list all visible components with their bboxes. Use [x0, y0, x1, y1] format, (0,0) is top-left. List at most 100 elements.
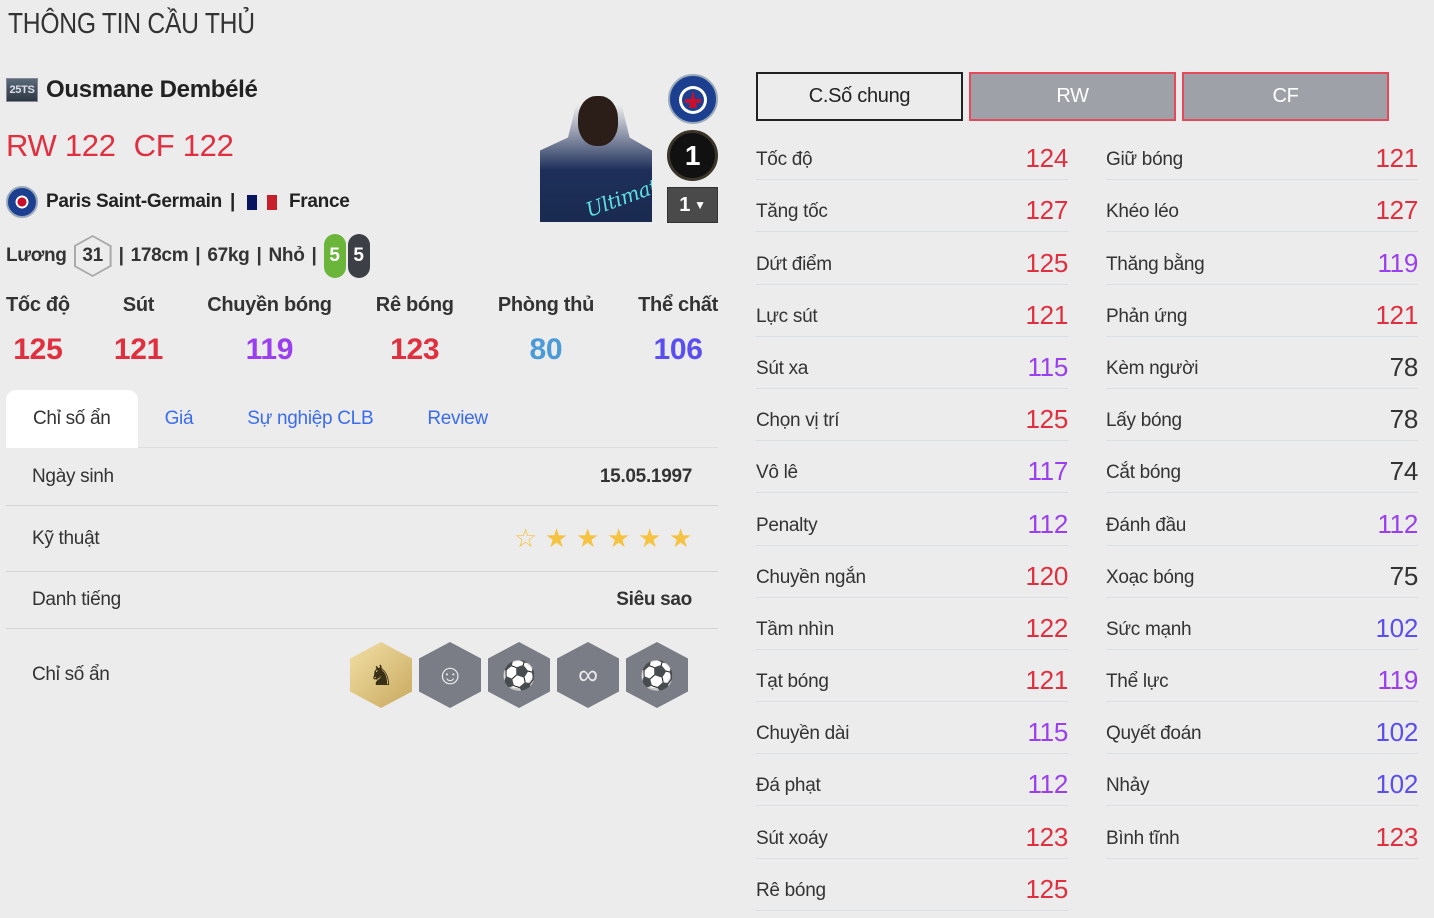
birth-label: Ngày sinh — [32, 465, 114, 487]
star-head-icon[interactable]: ☺ — [419, 642, 481, 708]
summary-label: Tốc độ — [6, 294, 70, 316]
stat-row: Chuyền dài 115 — [756, 702, 1068, 755]
height: 178cm — [130, 245, 189, 266]
stat-name: Lực sút — [756, 305, 818, 327]
body-type: Nhỏ — [268, 245, 305, 266]
stat-name: Thăng bằng — [1106, 253, 1205, 275]
stat-name: Cắt bóng — [1106, 462, 1181, 484]
summary-stat: Sút 121 — [114, 294, 163, 367]
stat-name: Kèm người — [1106, 357, 1199, 379]
level-select[interactable]: 1 ▼ — [667, 187, 718, 223]
stat-name: Quyết đoán — [1106, 723, 1202, 745]
stat-value: 120 — [1025, 560, 1069, 591]
stat-row: Quyết đoán 102 — [1106, 702, 1418, 755]
fame-label: Danh tiếng — [32, 589, 121, 610]
summary-stat: Tốc độ 125 — [6, 294, 70, 367]
tab-2[interactable]: Sự nghiệp CLB — [247, 408, 374, 429]
salary-label: Lương — [6, 245, 67, 266]
stat-name: Chuyền ngắn — [756, 566, 866, 588]
rating-val: 122 — [182, 128, 234, 163]
skill-row: Kỹ thuật ☆ ★ ★ ★ ★ ★ — [6, 506, 718, 572]
divider: | — [229, 191, 235, 212]
stat-row: Kèm người 78 — [1106, 337, 1418, 389]
stat-row: Cắt bóng 74 — [1106, 441, 1419, 494]
stat-row: Penalty 112 — [756, 493, 1068, 546]
stat-name: Dứt điểm — [756, 253, 832, 275]
club-name[interactable]: Paris Saint-Germain — [46, 191, 222, 212]
stat-value: 112 — [1377, 508, 1418, 539]
summary-value: 125 — [13, 333, 63, 366]
summary-stat: Rê bóng 123 — [376, 294, 454, 367]
stat-row: Xoạc bóng 75 — [1106, 546, 1418, 598]
card-label: Ultimate — [582, 170, 672, 222]
stat-name: Tăng tốc — [756, 201, 828, 223]
upgrade-level-badge: 1 — [667, 130, 718, 181]
stat-value: 115 — [1027, 351, 1068, 382]
nation-name[interactable]: France — [288, 191, 350, 212]
chevron-down-icon: ▼ — [694, 198, 706, 212]
stat-name: Bình tĩnh — [1106, 827, 1180, 849]
knight-horse-icon[interactable]: ♞ — [350, 642, 412, 708]
summary-value: 119 — [245, 333, 294, 366]
position-tab-0[interactable]: C.Số chung — [756, 72, 963, 121]
stat-row: Thể lực 119 — [1106, 650, 1418, 703]
player-name-row: 25TS Ousmane Dembélé — [6, 76, 258, 104]
stat-row: Sức mạnh 102 — [1106, 598, 1418, 650]
fame-value: Siêu sao — [616, 589, 692, 610]
speed-boot-icon[interactable]: ⚽ — [488, 642, 550, 708]
info-tabs: Chỉ số ẩn Giá Sự nghiệp CLB Review — [6, 390, 718, 448]
stat-value: 112 — [1027, 508, 1068, 539]
stat-name: Phản ứng — [1106, 305, 1188, 327]
summary-label: Thể chất — [638, 294, 718, 316]
stat-value: 125 — [1025, 404, 1069, 435]
stat-row: Thăng bằng 119 — [1106, 232, 1418, 285]
stat-value: 122 — [1025, 612, 1069, 643]
star-filled-icon: ★ — [637, 523, 661, 553]
stat-row: Nhảy 102 — [1106, 754, 1418, 807]
stat-name: Tầm nhìn — [756, 618, 834, 640]
position-ratings: RW 122 CF 122 — [6, 128, 234, 164]
tab-1[interactable]: Giá — [164, 408, 194, 429]
rating-val: 122 — [64, 128, 116, 163]
long-shot-icon[interactable]: ⚽ — [626, 642, 688, 708]
stat-value: 121 — [1375, 299, 1419, 330]
stat-value: 112 — [1027, 769, 1068, 800]
stat-name: Chọn vị trí — [756, 410, 840, 432]
player-card-image: Ultimate — [540, 92, 652, 222]
position-tab-2[interactable]: CF — [1182, 72, 1389, 121]
dribble-path-icon[interactable]: ∞ — [557, 642, 619, 708]
left-foot-icon: 5 — [323, 234, 346, 278]
star-filled-icon: ★ — [544, 523, 568, 553]
stat-value: 125 — [1025, 873, 1069, 904]
stat-value: 75 — [1389, 560, 1419, 591]
stat-row: Vô lê 117 — [756, 441, 1068, 494]
summary-stat: Thể chất 106 — [638, 294, 718, 367]
tab-0[interactable]: Chỉ số ẩn — [6, 390, 138, 448]
summary-value: 123 — [390, 333, 440, 366]
stat-value: 125 — [1025, 247, 1069, 278]
birth-row: Ngày sinh 15.05.1997 — [6, 448, 718, 506]
summary-stat: Chuyền bóng 119 — [207, 294, 332, 367]
stat-row: Bình tĩnh 123 — [1106, 806, 1418, 859]
stat-row: Tăng tốc 127 — [756, 180, 1068, 233]
stat-row: Sút xa 115 — [756, 337, 1068, 389]
position-tab-1[interactable]: RW — [969, 72, 1176, 121]
summary-label: Phòng thủ — [497, 294, 594, 316]
stat-name: Giữ bóng — [1106, 149, 1183, 171]
france-flag-icon — [246, 194, 277, 210]
stat-row: Khéo léo 127 — [1106, 180, 1418, 233]
tab-3[interactable]: Review — [427, 408, 488, 429]
summary-label: Rê bóng — [375, 294, 454, 316]
weight: 67kg — [207, 245, 250, 266]
right-foot-icon: 5 — [347, 234, 370, 278]
summary-value: 121 — [113, 333, 164, 366]
birth-value: 15.05.1997 — [599, 465, 692, 487]
summary-value: 106 — [653, 333, 703, 366]
stat-value: 123 — [1025, 821, 1069, 852]
stat-name: Tạt bóng — [756, 671, 829, 693]
club-badge-icon — [668, 74, 718, 124]
stat-name: Chuyền dài — [756, 723, 850, 745]
stat-value: 74 — [1389, 456, 1419, 487]
stat-row: Đá phạt 112 — [756, 754, 1068, 807]
club-logo-icon — [6, 186, 38, 218]
